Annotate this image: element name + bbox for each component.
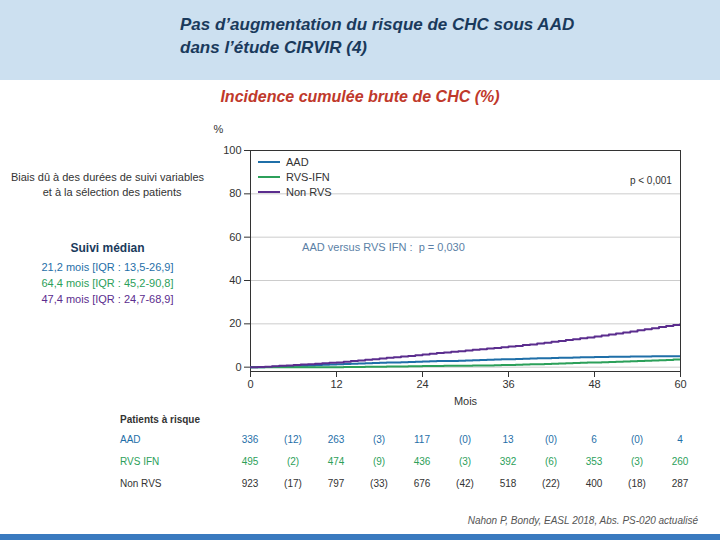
svg-text:20: 20: [229, 317, 241, 329]
html-text:518: 518: [499, 478, 517, 489]
svg-text:Mois: Mois: [454, 395, 478, 407]
html-text:64,4 mois [IQR : 45,2-90,8]: 64,4 mois [IQR : 45,2-90,8]: [41, 276, 174, 289]
svg-text:60: 60: [229, 231, 241, 243]
html-text:474: 474: [327, 456, 345, 467]
html-text:(12): (12): [284, 434, 302, 445]
svg-text:0: 0: [247, 378, 253, 390]
html-text:400: 400: [585, 478, 603, 489]
html-text:Incidence cumulée brute de CHC: Incidence cumulée brute de CHC (%): [220, 88, 500, 105]
html-text:117: 117: [414, 434, 430, 445]
html-text:RVS-IFN: RVS-IFN: [286, 171, 330, 183]
html-text:(0): (0): [630, 434, 644, 445]
html-text:495: 495: [241, 456, 259, 467]
html-text:(42): (42): [456, 478, 474, 489]
svg-text:40: 40: [229, 274, 241, 286]
html-text:(22): (22): [542, 478, 560, 489]
html-text:436: 436: [413, 456, 431, 467]
html-text:47,4 mois [IQR : 24,7-68,9]: 47,4 mois [IQR : 24,7-68,9]: [41, 292, 174, 305]
svg-text:%: %: [214, 123, 224, 135]
html-text:Patients à risque: Patients à risque: [120, 414, 200, 425]
html-text:Nahon P, Bondy, EASL 2018, Abs: Nahon P, Bondy, EASL 2018, Abs. PS-020 a…: [467, 515, 698, 526]
html-text:Pas d’augmentation du risque d: Pas d’augmentation du risque de CHC sous…: [180, 15, 575, 57]
svg-text:0: 0: [235, 361, 241, 373]
html-text:AAD: AAD: [120, 434, 141, 445]
svg-text:48: 48: [588, 378, 600, 390]
svg-text:100: 100: [223, 144, 241, 156]
html-text:260: 260: [671, 456, 689, 467]
html-text:6: 6: [591, 434, 597, 445]
html-text:Non RVS: Non RVS: [286, 186, 332, 198]
html-text:4: 4: [677, 434, 683, 445]
svg-text:p < 0,001: p < 0,001: [630, 175, 672, 186]
svg-text:60: 60: [674, 378, 686, 390]
html-text:263: 263: [327, 434, 345, 445]
html-text:287: 287: [671, 478, 689, 489]
svg-text:AAD versus RVS IFN : p = 0,03: AAD versus RVS IFN : p = 0,030: [302, 241, 465, 253]
html-text:(0): (0): [544, 434, 558, 445]
html-text:(17): (17): [284, 478, 302, 489]
html-text:Suivi médian: Suivi médian: [70, 240, 145, 255]
html-text:Non RVS: Non RVS: [120, 478, 162, 489]
html-text:13: 13: [502, 434, 514, 445]
html-text:353: 353: [585, 456, 603, 467]
html-text:336: 336: [241, 434, 259, 445]
html-text:(2): (2): [286, 456, 300, 467]
html-text:(3): (3): [372, 434, 386, 445]
html-text:(3): (3): [630, 456, 644, 467]
html-text:Biais dû à des durées de suivi: Biais dû à des durées de suivi variables…: [10, 171, 205, 199]
html-text:(33): (33): [370, 478, 388, 489]
svg-text:24: 24: [416, 378, 428, 390]
html-text:392: 392: [499, 456, 517, 467]
html-text:RVS IFN: RVS IFN: [120, 456, 160, 467]
html-text:676: 676: [413, 478, 431, 489]
svg-text:80: 80: [229, 187, 241, 199]
html-text:21,2 mois [IQR : 13,5-26,9]: 21,2 mois [IQR : 13,5-26,9]: [41, 260, 174, 273]
html-text:AAD: AAD: [286, 156, 309, 168]
html-text:(9): (9): [372, 456, 386, 467]
svg-text:36: 36: [502, 378, 514, 390]
html-text:(0): (0): [458, 434, 472, 445]
html-text:923: 923: [241, 478, 259, 489]
html-text:797: 797: [327, 478, 345, 489]
html-text:(6): (6): [544, 456, 558, 467]
html-text:(3): (3): [458, 456, 472, 467]
html-text:(18): (18): [628, 478, 646, 489]
svg-text:12: 12: [330, 378, 342, 390]
